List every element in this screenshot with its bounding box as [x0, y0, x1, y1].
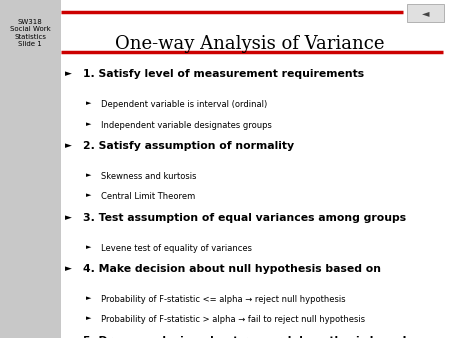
Text: 2. Satisfy assumption of normality: 2. Satisfy assumption of normality	[83, 141, 294, 151]
Text: ►: ►	[86, 172, 91, 178]
Text: ►: ►	[65, 213, 72, 222]
Text: 1. Satisfy level of measurement requirements: 1. Satisfy level of measurement requirem…	[83, 69, 364, 79]
Text: ►: ►	[86, 244, 91, 250]
Text: Levene test of equality of variances: Levene test of equality of variances	[101, 244, 252, 253]
Text: 5. Draw conclusion about research hypothesis based
on decision about null hypoth: 5. Draw conclusion about research hypoth…	[83, 336, 407, 338]
Bar	[407, 4, 444, 22]
Text: Independent variable designates groups: Independent variable designates groups	[101, 121, 272, 130]
Text: One-way Analysis of Variance: One-way Analysis of Variance	[115, 35, 384, 53]
Text: ►: ►	[86, 192, 91, 198]
Text: ►: ►	[65, 264, 72, 273]
Text: ►: ►	[65, 69, 72, 78]
Text: Dependent variable is interval (ordinal): Dependent variable is interval (ordinal)	[101, 100, 267, 110]
Text: 4. Make decision about null hypothesis based on: 4. Make decision about null hypothesis b…	[83, 264, 381, 274]
Text: 3. Test assumption of equal variances among groups: 3. Test assumption of equal variances am…	[83, 213, 406, 223]
Text: SW318
Social Work
Statistics
Slide 1: SW318 Social Work Statistics Slide 1	[10, 19, 50, 47]
Text: ►: ►	[65, 336, 72, 338]
Text: ►: ►	[86, 315, 91, 321]
Bar	[0, 0, 61, 338]
Text: ◄: ◄	[422, 8, 429, 18]
Text: ►: ►	[65, 141, 72, 150]
Text: ►: ►	[86, 295, 91, 301]
Text: Skewness and kurtosis: Skewness and kurtosis	[101, 172, 197, 181]
Text: Probability of F-statistic <= alpha → reject null hypothesis: Probability of F-statistic <= alpha → re…	[101, 295, 346, 304]
Text: ►: ►	[86, 100, 91, 106]
Text: Probability of F-statistic > alpha → fail to reject null hypothesis: Probability of F-statistic > alpha → fai…	[101, 315, 365, 324]
Text: Central Limit Theorem: Central Limit Theorem	[101, 192, 195, 201]
Text: ►: ►	[86, 121, 91, 127]
